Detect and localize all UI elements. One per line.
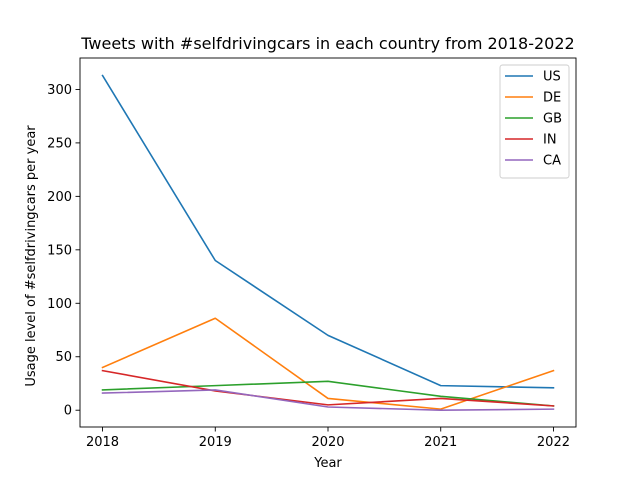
legend: US DE GB IN CA [499, 64, 570, 179]
series-line-ca [101, 389, 555, 412]
y-tick-label: 250 [47, 136, 72, 151]
x-axis-label: Year [313, 456, 342, 471]
series-line-in [101, 369, 555, 407]
y-axis-label: Usage level of #selfdrivingcars per year [24, 125, 39, 387]
x-tick-label: 2021 [424, 435, 457, 450]
legend-label-gb: GB [543, 112, 562, 127]
y-tick-label: 300 [47, 83, 72, 98]
y-tick-label: 50 [55, 350, 72, 365]
series-line-us [101, 74, 555, 389]
legend-label-de: DE [543, 91, 561, 106]
x-tick-label: 2018 [86, 435, 119, 450]
axes: 2018 2019 2020 2021 2022 0 50 100 150 200 250 300 [47, 57, 577, 450]
y-tick-label: 200 [47, 190, 72, 205]
legend-label-us: US [543, 70, 561, 85]
y-tick-label: 0 [64, 404, 72, 419]
y-tick-label: 100 [47, 297, 72, 312]
x-tick-label: 2019 [199, 435, 232, 450]
legend-box [499, 64, 570, 179]
series-line-de [101, 317, 555, 410]
x-tick-label: 2022 [537, 435, 570, 450]
series-line-gb [101, 380, 555, 407]
chart-title: Tweets with #selfdrivingcars in each cou… [80, 34, 574, 53]
legend-label-ca: CA [543, 154, 561, 169]
y-tick-label: 150 [47, 243, 72, 258]
legend-label-in: IN [543, 133, 557, 148]
x-tick-label: 2020 [311, 435, 344, 450]
plot-area [101, 74, 555, 412]
